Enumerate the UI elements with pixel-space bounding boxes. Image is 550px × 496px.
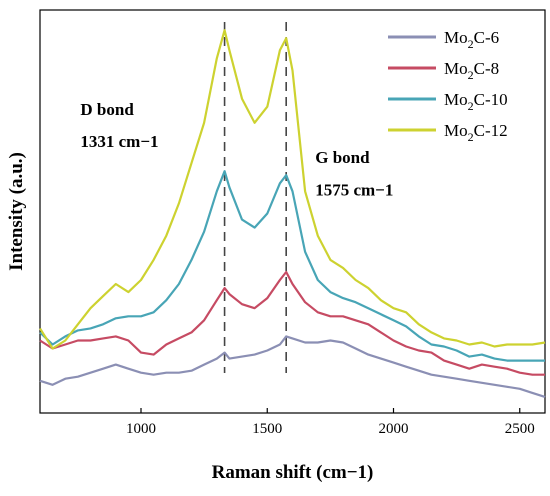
x-tick-label: 2500 [505, 421, 535, 437]
x-tick-label: 1000 [126, 421, 156, 437]
x-axis-title: Raman shift (cm−1) [212, 462, 374, 483]
y-axis-title: Intensity (a.u.) [6, 152, 27, 271]
series-lines [40, 30, 545, 397]
peak-annotations: D bond 1331 cm−1 G bond 1575 cm−1 [80, 100, 393, 200]
x-axis-ticks: 1000 1500 2000 2500 [126, 408, 535, 437]
legend-label-2: Mo2C-8 [444, 59, 499, 82]
annotation-2: 1331 cm−1 [80, 132, 158, 151]
legend: Mo2C-6 Mo2C-8 Mo2C-10 Mo2C-12 [388, 28, 508, 144]
series-line-3 [40, 171, 545, 360]
legend-label-4: Mo2C-12 [444, 121, 508, 144]
x-tick-label: 2000 [379, 421, 409, 437]
annotation-1: D bond [80, 100, 134, 119]
annotation-3: G bond [315, 148, 370, 167]
annotation-4: 1575 cm−1 [315, 180, 393, 199]
legend-label-3: Mo2C-10 [444, 90, 508, 113]
x-tick-label: 1500 [252, 421, 282, 437]
legend-label-1: Mo2C-6 [444, 28, 499, 51]
series-line-2 [40, 272, 545, 375]
